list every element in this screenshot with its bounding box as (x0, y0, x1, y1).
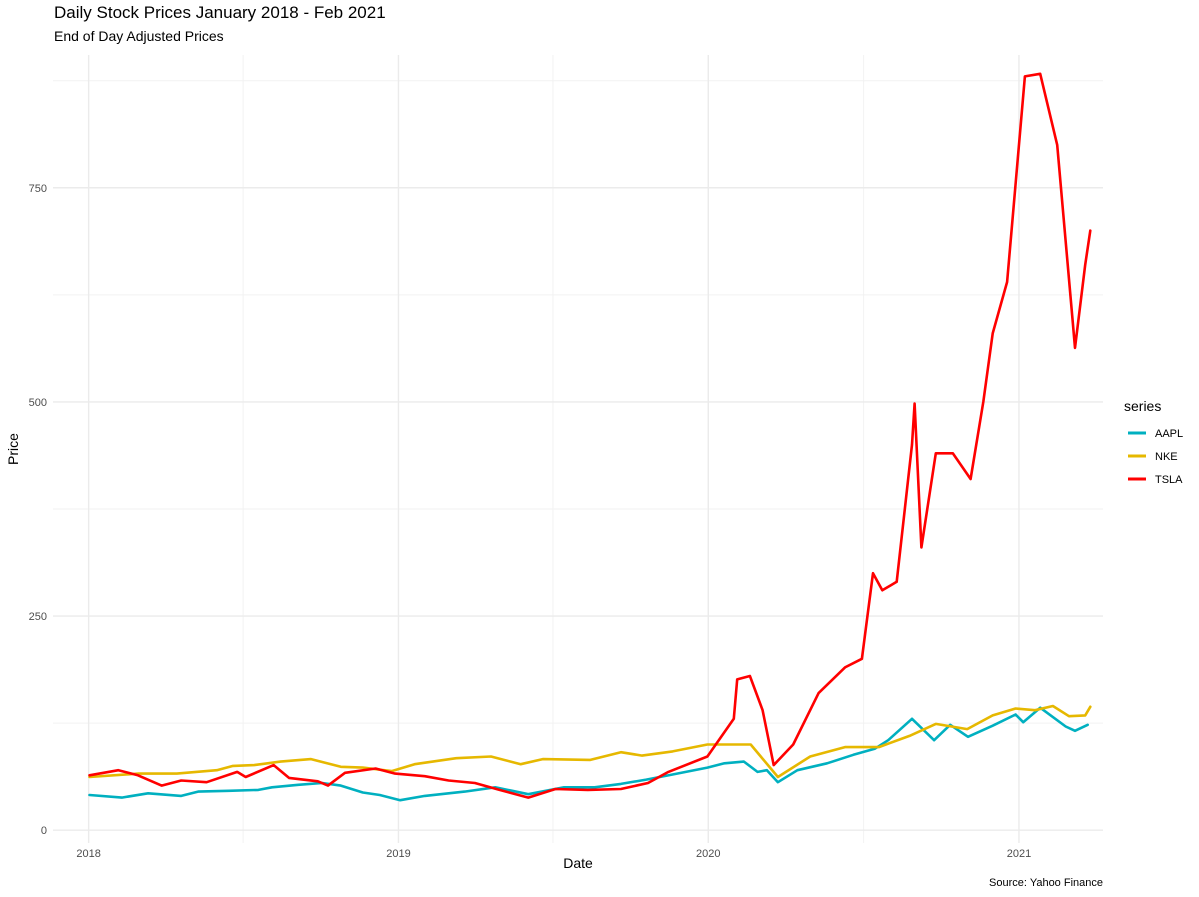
series-line-tsla (88, 72, 1092, 799)
chart-caption: Source: Yahoo Finance (989, 877, 1103, 889)
legend-label-tsla: TSLA (1155, 474, 1183, 486)
y-tick-label: 0 (41, 825, 47, 837)
series-line-aapl (88, 706, 1089, 802)
y-tick-label: 250 (29, 611, 47, 623)
x-tick-label: 2020 (696, 848, 720, 860)
x-tick-label: 2018 (76, 848, 100, 860)
y-tick-label: 500 (29, 397, 47, 409)
legend-label-nke: NKE (1155, 451, 1178, 463)
chart-subtitle: End of Day Adjusted Prices (54, 28, 224, 44)
chart-title: Daily Stock Prices January 2018 - Feb 20… (54, 3, 386, 22)
y-tick-label: 750 (29, 183, 47, 195)
x-tick-label: 2019 (386, 848, 410, 860)
y-axis-title: Price (5, 433, 21, 465)
x-tick-label: 2021 (1007, 848, 1031, 860)
legend-title: series (1124, 398, 1161, 414)
legend-label-aapl: AAPL (1155, 428, 1183, 440)
x-axis-title: Date (563, 855, 593, 871)
series-line-nke (88, 704, 1092, 779)
